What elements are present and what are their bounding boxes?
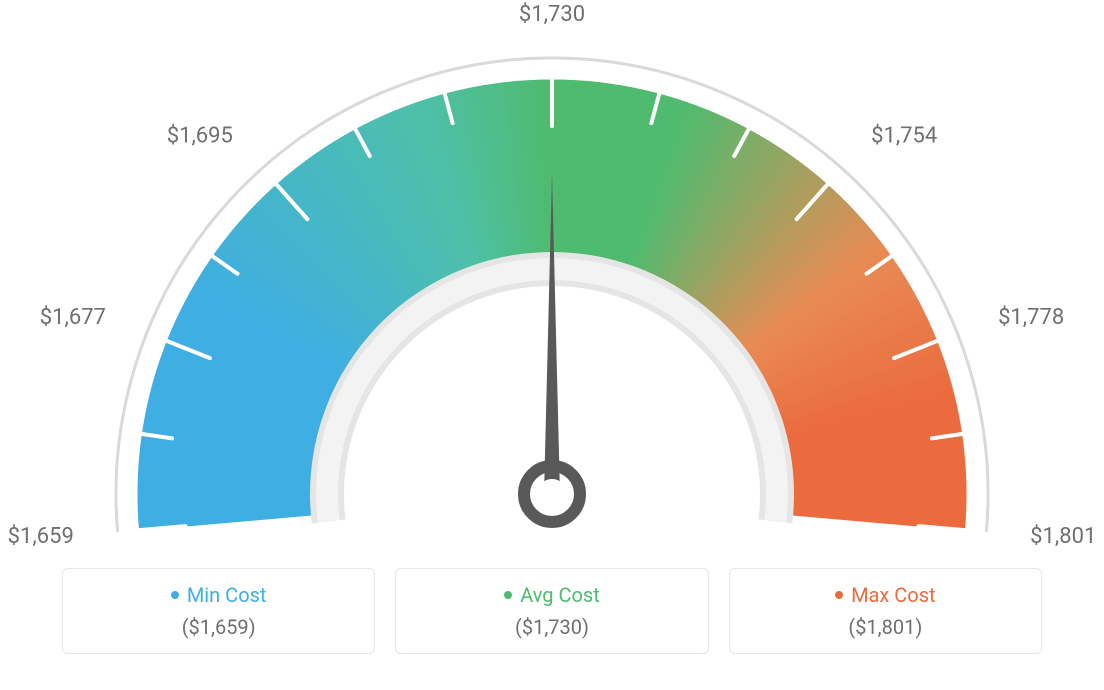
svg-text:$1,677: $1,677 [40,305,106,330]
legend-max-label: Max Cost [851,583,936,607]
legend-avg-title: Avg Cost [504,583,600,607]
legend-max-card: Max Cost ($1,801) [729,568,1042,654]
legend-min-title: Min Cost [171,583,267,607]
dot-icon [171,591,179,599]
svg-text:$1,695: $1,695 [167,123,233,148]
gauge-chart: $1,659 $1,677 $1,695 $1,730 $1,754 $1,778 $1,8… [0,0,1104,550]
legend-max-title: Max Cost [835,583,936,607]
legend-min-label: Min Cost [187,583,267,607]
legend-min-value: ($1,659) [73,615,364,639]
legend-avg-value: ($1,730) [406,615,697,639]
dot-icon [835,591,843,599]
legend-avg-label: Avg Cost [520,583,600,607]
legend-max-value: ($1,801) [740,615,1031,639]
svg-text:$1,778: $1,778 [998,305,1064,330]
dot-icon [504,591,512,599]
legend-avg-card: Avg Cost ($1,730) [395,568,708,654]
svg-text:$1,801: $1,801 [1030,524,1096,549]
legend-row: Min Cost ($1,659) Avg Cost ($1,730) Max … [62,568,1042,654]
legend-min-card: Min Cost ($1,659) [62,568,375,654]
svg-text:$1,659: $1,659 [8,524,74,549]
svg-text:$1,754: $1,754 [871,123,937,148]
svg-text:$1,730: $1,730 [519,2,585,27]
